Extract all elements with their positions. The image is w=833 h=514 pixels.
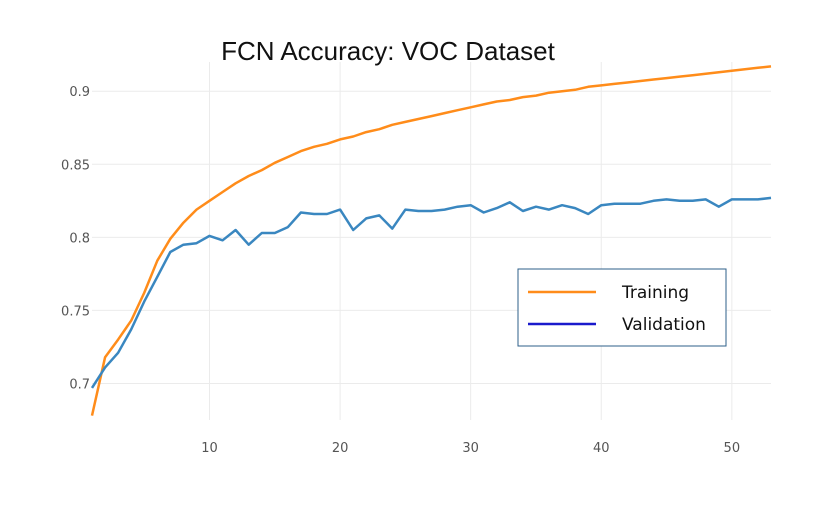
training-series-line: [90, 65, 772, 416]
x-tick-label: 40: [593, 441, 610, 456]
x-tick-label: 10: [201, 441, 218, 456]
legend: Training Validation: [517, 268, 727, 347]
chart-title: FCN Accuracy: VOC Dataset: [221, 36, 555, 66]
x-tick-label: 30: [462, 441, 479, 456]
y-tick-label: 0.85: [61, 158, 90, 173]
training-legend-label: Training: [621, 283, 689, 303]
y-tick-label: 0.75: [61, 304, 90, 319]
y-tick-label: 0.9: [69, 85, 90, 100]
y-tick-label: 0.8: [69, 231, 90, 246]
y-tick-label: 0.7: [69, 377, 90, 392]
series-lines: [90, 65, 772, 416]
validation-legend-label: Validation: [622, 315, 706, 335]
tick-labels: 0.7 0.75 0.8 0.85 0.9 10 20 30 40 50: [61, 85, 740, 456]
x-tick-label: 50: [724, 441, 741, 456]
validation-series-line: [90, 196, 772, 389]
x-tick-label: 20: [332, 441, 349, 456]
legend-box: [517, 268, 727, 347]
